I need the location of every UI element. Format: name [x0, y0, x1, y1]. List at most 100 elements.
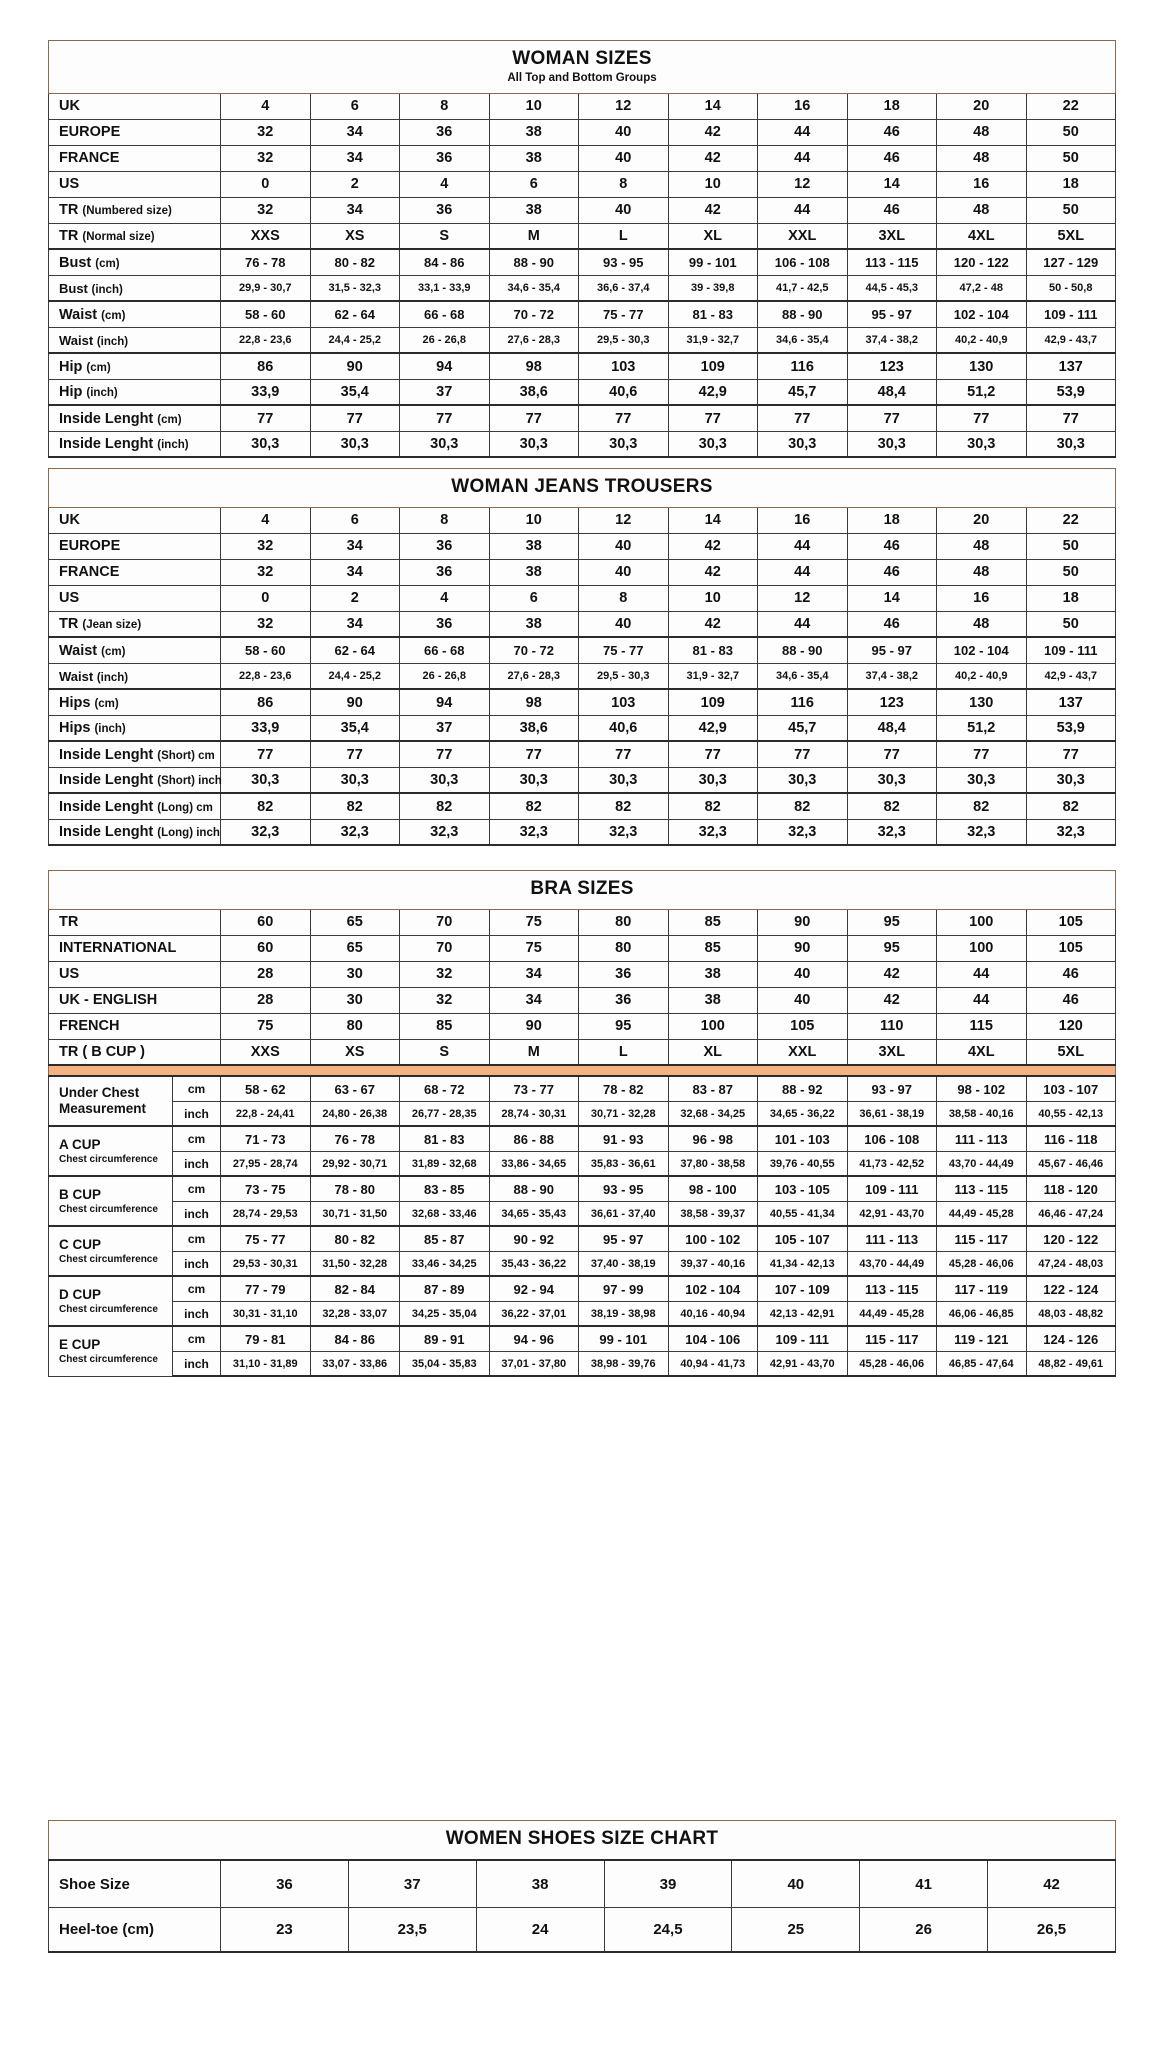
table-cell: 33,86 - 34,65 — [488, 1150, 579, 1177]
row-label-text: Inside Lenght — [59, 798, 158, 815]
row-label: Hip (cm) — [48, 352, 221, 380]
women-shoes-section: WOMEN SHOES SIZE CHART Shoe Size 36 37 38 39 4… — [48, 1819, 1116, 1953]
table-cell: 40,55 - 41,34 — [757, 1200, 848, 1227]
table-cell: 109 - 111 — [1025, 636, 1116, 664]
table-cell: 12 — [578, 506, 669, 534]
table-cell: 109 — [667, 688, 758, 716]
row-label: Hip (inch) — [48, 378, 221, 406]
table-cell: 41 — [859, 1858, 989, 1909]
row-label-unit: (inch) — [96, 671, 129, 684]
table-cell: 109 - 111 — [846, 1175, 937, 1202]
table-cell: 41,7 - 42,5 — [757, 274, 848, 302]
table-cell: 93 - 97 — [846, 1075, 937, 1102]
table-cell: 105 - 107 — [757, 1225, 848, 1252]
table-cell: 68 - 72 — [399, 1075, 490, 1102]
table-cell: 38 — [475, 1858, 605, 1909]
table-cell: 40 — [578, 532, 669, 560]
table-cell: 44,5 - 45,3 — [846, 274, 937, 302]
row-label-text: US — [59, 176, 80, 193]
row-label: Heel-toe (cm) — [48, 1907, 221, 1953]
table-row: US 0 2 4 6 8 10 12 14 16 18 — [48, 584, 1116, 612]
table-cell: 32,68 - 34,25 — [667, 1100, 758, 1127]
row-label: EUROPE — [48, 118, 221, 146]
table-cell: 12 — [757, 170, 848, 198]
row-label-text: TR — [59, 914, 79, 931]
table-cell: 116 — [757, 688, 848, 716]
cup-group-label: E CUP Chest circumference — [48, 1325, 173, 1377]
table-row: Waist (inch) 22,8 - 23,6 24,4 - 25,2 26 - 2… — [48, 662, 1116, 690]
row-label: TR — [48, 908, 221, 936]
woman-sizes-section: WOMAN SIZES All Top and Bottom Groups UK 4 6… — [48, 40, 1116, 459]
table-cell: 101 - 103 — [757, 1125, 848, 1152]
row-label: Hips (inch) — [48, 714, 221, 742]
table-cell: 137 — [1025, 352, 1116, 380]
table-cell: 32,3 — [309, 818, 400, 847]
table-cell: 10 — [488, 92, 579, 120]
cup-group-row-inch: inch 28,74 - 29,53 30,71 - 31,50 32,68 - 33… — [49, 1200, 1116, 1227]
row-label: TR (Jean size) — [48, 610, 221, 638]
table-cell: 82 — [936, 792, 1027, 820]
table-cell: 33,9 — [220, 714, 311, 742]
table-cell: 35,43 - 36,22 — [488, 1250, 579, 1277]
table-cell: 75 — [488, 934, 579, 962]
table-cell: 95 - 97 — [846, 636, 937, 664]
woman-sizes-table: WOMAN SIZES All Top and Bottom Groups UK 4 6… — [48, 40, 1116, 459]
bra-sizes-section: BRA SIZES TR 60 65 70 75 80 85 90 95 100 105 INTERNA… — [48, 870, 1116, 1378]
table-cell: 102 - 104 — [936, 300, 1027, 328]
table-cell: 30,3 — [220, 430, 311, 459]
table-cell: 98 - 102 — [936, 1075, 1027, 1102]
row-label: UK — [48, 506, 221, 534]
table-cell: 70 — [399, 908, 490, 936]
table-cell: 58 - 60 — [220, 636, 311, 664]
table-cell: 87 - 89 — [399, 1275, 490, 1302]
table-cell: 23 — [220, 1907, 349, 1953]
table-cell: 37,4 - 38,2 — [846, 662, 937, 690]
table-row: TR (Numbered size) 32 34 36 38 40 42 44 46 48 50 — [48, 196, 1116, 224]
row-label: Inside Lenght (Short) cm — [48, 740, 221, 768]
row-label-text: Hips — [59, 720, 95, 737]
table-cell: 117 - 119 — [936, 1275, 1027, 1302]
row-label-text: Waist — [59, 306, 102, 323]
table-cell: 34 — [309, 144, 400, 172]
table-cell: 37,4 - 38,2 — [846, 326, 937, 354]
table-cell: 42,9 — [667, 378, 758, 406]
row-label-text: Waist — [59, 332, 97, 348]
table-cell: 34,6 - 35,4 — [488, 274, 579, 302]
table-cell: 36,22 - 37,01 — [488, 1300, 579, 1327]
table-cell: 10 — [667, 170, 758, 198]
table-cell: 103 — [578, 688, 669, 716]
row-label: Inside Lenght (inch) — [48, 430, 221, 459]
table-cell: 100 — [936, 908, 1027, 936]
table-row: FRENCH 75 80 85 90 95 100 105 110 115 120 — [48, 1012, 1116, 1040]
table-cell: 119 - 121 — [936, 1325, 1027, 1352]
table-cell: 77 — [667, 740, 758, 768]
table-cell: 31,5 - 32,3 — [309, 274, 400, 302]
row-label: US — [48, 170, 221, 198]
table-row: UK - ENGLISH 28 30 32 34 36 38 40 42 44 46 — [48, 986, 1116, 1014]
table-cell: 34,65 - 36,22 — [757, 1100, 848, 1127]
table-cell: 22,8 - 23,6 — [220, 326, 311, 354]
table-row: EUROPE 32 34 36 38 40 42 44 46 48 50 — [48, 118, 1116, 146]
table-cell: 77 — [309, 740, 400, 768]
row-label: FRENCH — [48, 1012, 221, 1040]
table-cell: 18 — [1025, 170, 1116, 198]
table-cell: XXL — [757, 1038, 848, 1067]
table-cell: 29,9 - 30,7 — [220, 274, 311, 302]
row-label-unit: (cm) — [95, 257, 120, 270]
table-cell: 120 - 122 — [1025, 1225, 1116, 1252]
table-cell: 102 - 104 — [667, 1275, 758, 1302]
table-cell: 38 — [667, 986, 758, 1014]
table-cell: 62 - 64 — [309, 636, 400, 664]
table-cell: 115 - 117 — [936, 1225, 1027, 1252]
table-cell: 30,3 — [488, 430, 579, 459]
table-cell: 3XL — [846, 1038, 937, 1067]
table-cell: 66 - 68 — [399, 636, 490, 664]
table-cell: 10 — [488, 506, 579, 534]
row-label-text: UK — [59, 98, 80, 115]
table-cell: 30,3 — [757, 430, 848, 459]
table-cell: 77 — [309, 404, 400, 432]
row-label-text: US — [59, 590, 80, 607]
table-cell: 38 — [488, 144, 579, 172]
table-cell: 82 — [578, 792, 669, 820]
table-cell: 6 — [309, 506, 400, 534]
